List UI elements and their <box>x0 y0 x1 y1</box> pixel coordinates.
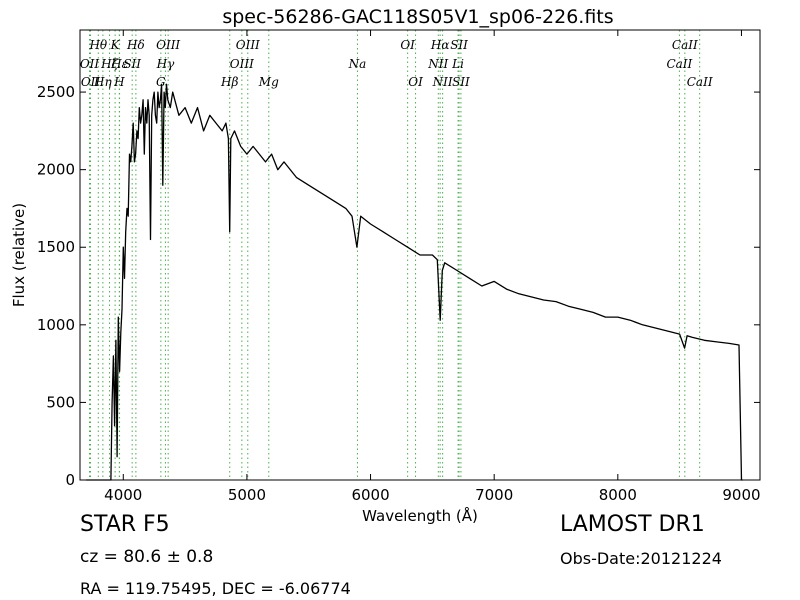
spectral-line-label: NII <box>432 75 453 89</box>
observation-date-label: Obs-Date:20121224 <box>560 549 722 568</box>
coordinates-label: RA = 119.75495, DEC = -6.06774 <box>80 579 351 598</box>
y-axis-label: Flux (relative) <box>10 203 28 307</box>
spectral-line-label: SII <box>450 38 468 52</box>
spectral-line-label: OIII <box>236 38 260 52</box>
x-tick-label: 5000 <box>228 486 266 504</box>
object-class-label: STAR F5 <box>80 512 170 537</box>
y-tick-label: 1000 <box>37 316 75 334</box>
x-tick-label: 4000 <box>104 486 142 504</box>
spectral-line-markers <box>89 30 701 480</box>
x-tick-label: 8000 <box>599 486 637 504</box>
x-tick-label: 7000 <box>475 486 513 504</box>
x-tick-label: 6000 <box>351 486 389 504</box>
spectrum-line <box>86 83 743 481</box>
x-axis-ticks: 4000 5000 6000 7000 8000 9000 <box>104 30 761 504</box>
spectral-line-label: NII <box>427 57 448 71</box>
plot-frame <box>79 29 761 481</box>
y-tick-label: 2500 <box>37 83 75 101</box>
spectral-line-label: OII <box>81 75 101 89</box>
spectral-line-label: Hζ <box>100 57 119 71</box>
spectral-line-label: CaII <box>666 57 692 71</box>
redshift-label: cz = 80.6 ± 0.8 <box>80 547 214 567</box>
spectral-line-label: SII <box>452 75 470 89</box>
spectral-line-label: CaII <box>672 38 698 52</box>
spectral-line-label: OIII <box>156 38 180 52</box>
spectral-line-label: OI <box>408 75 423 89</box>
y-tick-label: 500 <box>46 393 75 411</box>
x-tick-label: 9000 <box>722 486 760 504</box>
spectral-line-label: Hθ <box>88 38 107 52</box>
x-axis-label: Wavelength (Å) <box>362 506 478 525</box>
spectral-line-label: Hα <box>430 38 450 52</box>
chart-title: spec-56286-GAC118S05V1_sp06-226.fits <box>222 6 613 28</box>
spectral-line-labels: OIIOIIHθHηHζKHHεSIIHδGHγOIIIHβOIIIOIIIMg… <box>80 38 713 89</box>
survey-label: LAMOST DR1 <box>560 512 705 537</box>
spectral-line-label: Hγ <box>156 57 175 71</box>
spectral-line-label: OII <box>80 57 100 71</box>
spectral-line-label: Na <box>348 57 367 71</box>
spectral-line-label: Hη <box>93 75 112 89</box>
spectral-line-label: CaII <box>687 75 713 89</box>
spectral-line-label: G <box>156 75 166 89</box>
y-tick-label: 2000 <box>37 161 75 179</box>
spectral-line-label: SII <box>123 57 141 71</box>
y-tick-label: 1500 <box>37 238 75 256</box>
spectral-line-label: OIII <box>230 57 254 71</box>
spectral-line-label: OI <box>400 38 415 52</box>
spectral-line-label: Mg <box>258 75 279 89</box>
spectral-line-label: Hδ <box>126 38 145 52</box>
spectral-line-label: Li <box>451 57 464 71</box>
spectral-line-label: Hε <box>110 57 128 71</box>
spectral-line-label: K <box>110 38 121 52</box>
spectral-line-label: Hβ <box>220 75 238 89</box>
y-tick-label: 0 <box>65 471 75 489</box>
y-axis-ticks: 0 500 1000 1500 2000 2500 <box>37 83 760 489</box>
spectral-line-label: H <box>113 75 125 89</box>
